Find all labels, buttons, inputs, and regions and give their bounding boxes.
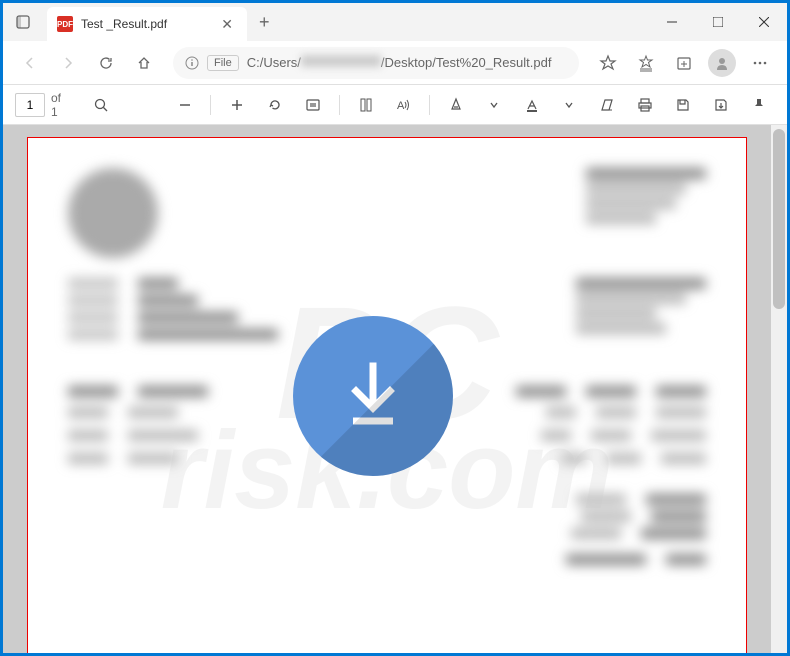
home-button[interactable] [127, 46, 161, 80]
tab-title: Test _Result.pdf [81, 17, 209, 31]
zoom-out-button[interactable] [169, 89, 201, 121]
pdf-viewport: PC risk.com [3, 125, 787, 653]
tab-actions-icon[interactable] [11, 10, 35, 34]
search-icon[interactable] [85, 89, 117, 121]
new-tab-button[interactable]: + [247, 12, 282, 33]
titlebar: PDF Test _Result.pdf ✕ + [3, 3, 787, 41]
forward-button [51, 46, 85, 80]
page-view-button[interactable] [350, 89, 382, 121]
browser-window: PDF Test _Result.pdf ✕ + File C:/Users//… [3, 3, 787, 653]
file-scheme-label: File [207, 55, 239, 71]
page-number-input[interactable] [15, 93, 45, 117]
favorite-button[interactable] [591, 46, 625, 80]
chevron-down-icon[interactable] [478, 89, 510, 121]
print-button[interactable] [629, 89, 661, 121]
more-button[interactable] [743, 46, 777, 80]
rotate-button[interactable] [259, 89, 291, 121]
close-button[interactable] [741, 3, 787, 41]
favorites-list-button[interactable] [629, 46, 663, 80]
maximize-button[interactable] [695, 3, 741, 41]
pdf-icon: PDF [57, 16, 73, 32]
read-aloud-button[interactable]: A [387, 89, 419, 121]
zoom-in-button[interactable] [221, 89, 253, 121]
pdf-page: PC risk.com [27, 137, 747, 653]
chevron-down-icon[interactable] [554, 89, 586, 121]
tab-close-icon[interactable]: ✕ [217, 14, 237, 35]
minimize-button[interactable] [649, 3, 695, 41]
pin-button[interactable] [743, 89, 775, 121]
browser-tab[interactable]: PDF Test _Result.pdf ✕ [47, 7, 247, 41]
scrollbar[interactable] [771, 125, 787, 653]
profile-button[interactable] [705, 46, 739, 80]
back-button [13, 46, 47, 80]
collections-button[interactable] [667, 46, 701, 80]
draw-button[interactable] [440, 89, 472, 121]
page-total-label: of 1 [51, 91, 71, 119]
svg-text:A: A [397, 100, 405, 112]
scroll-thumb[interactable] [773, 129, 785, 309]
url-field[interactable]: File C:/Users//Desktop/Test%20_Result.pd… [173, 47, 579, 79]
info-icon [185, 56, 199, 70]
fit-page-button[interactable] [297, 89, 329, 121]
pdf-toolbar: of 1 A [3, 85, 787, 125]
window-controls [649, 3, 787, 41]
save-as-button[interactable] [705, 89, 737, 121]
url-text: C:/Users//Desktop/Test%20_Result.pdf [247, 55, 552, 70]
address-bar: File C:/Users//Desktop/Test%20_Result.pd… [3, 41, 787, 85]
erase-button[interactable] [591, 89, 623, 121]
highlight-button[interactable] [516, 89, 548, 121]
download-button[interactable] [293, 316, 453, 476]
refresh-button[interactable] [89, 46, 123, 80]
save-button[interactable] [667, 89, 699, 121]
